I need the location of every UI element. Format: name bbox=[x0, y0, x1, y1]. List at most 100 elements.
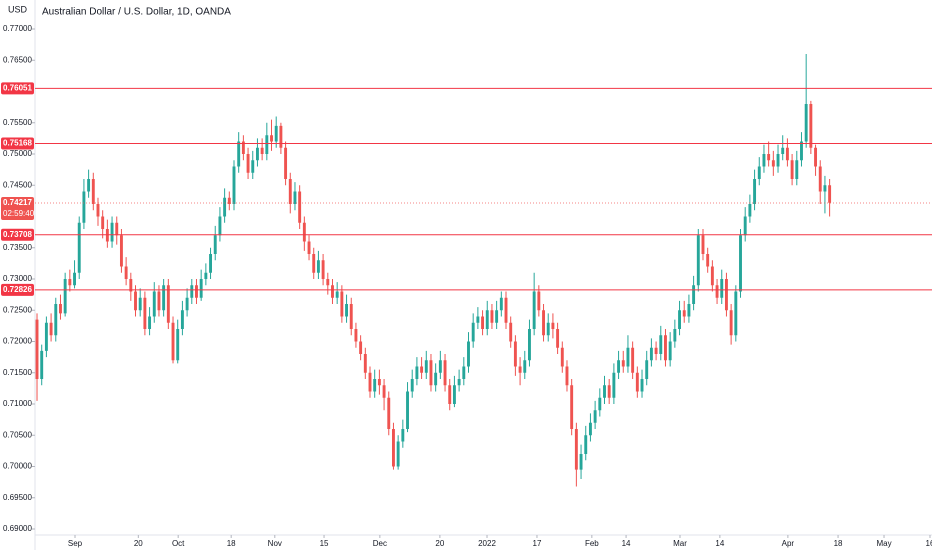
candle-body bbox=[326, 279, 330, 286]
candle-body bbox=[345, 304, 349, 317]
candle-body bbox=[504, 297, 508, 323]
candle-body bbox=[612, 372, 616, 398]
y-tick-label: 0.73000 bbox=[3, 274, 32, 283]
candle-body bbox=[448, 385, 452, 404]
candle-body bbox=[410, 379, 414, 392]
countdown-label: 02:59:40 bbox=[3, 209, 35, 218]
candle-body bbox=[218, 216, 222, 236]
candle-body bbox=[377, 379, 381, 386]
candle-body bbox=[528, 329, 531, 361]
y-tick-label: 0.72000 bbox=[3, 337, 32, 346]
candle-body bbox=[73, 272, 76, 286]
candle-body bbox=[654, 347, 658, 354]
candle-body bbox=[396, 441, 400, 467]
candle-body bbox=[696, 235, 700, 286]
candle-body bbox=[438, 360, 442, 373]
candle-body bbox=[781, 147, 785, 154]
y-tick-label: 0.71000 bbox=[3, 399, 32, 408]
candle-body bbox=[115, 222, 119, 236]
level-label: 0.73708 bbox=[3, 230, 32, 239]
x-tick-label: 16 bbox=[926, 539, 932, 548]
chart-title: Australian Dollar / U.S. Dollar, 1D, OAN… bbox=[42, 7, 231, 18]
y-tick-label: 0.74500 bbox=[3, 180, 32, 189]
candle-body bbox=[68, 279, 72, 286]
y-tick-label: 0.71500 bbox=[3, 368, 32, 377]
candle-body bbox=[701, 235, 705, 254]
candle-body bbox=[706, 254, 710, 267]
candle-body bbox=[593, 410, 597, 423]
x-tick-label: May bbox=[876, 539, 891, 548]
candle-body bbox=[77, 222, 81, 273]
candle-body bbox=[260, 147, 264, 154]
level-tag bbox=[1, 228, 34, 241]
candle-body bbox=[523, 360, 527, 373]
candle-body bbox=[35, 319, 39, 379]
candle-body bbox=[143, 297, 147, 329]
candle-body bbox=[649, 347, 653, 361]
candle-body bbox=[771, 160, 775, 167]
candle-body bbox=[767, 154, 771, 161]
candle-body bbox=[710, 266, 714, 286]
candle-body bbox=[720, 279, 724, 298]
candle-body bbox=[54, 304, 58, 336]
candle-body bbox=[804, 104, 808, 142]
candle-body bbox=[753, 179, 757, 204]
candle-body bbox=[368, 372, 372, 392]
candle-body bbox=[401, 429, 405, 442]
candle-body bbox=[537, 291, 541, 311]
x-tick-label: 18 bbox=[834, 539, 843, 548]
candle-body bbox=[668, 341, 672, 361]
candle-body bbox=[185, 297, 189, 311]
candle-body bbox=[729, 310, 733, 336]
candle-body bbox=[809, 104, 813, 148]
candle-body bbox=[631, 347, 635, 373]
candle-body bbox=[762, 154, 766, 167]
candle-body bbox=[640, 379, 644, 392]
candle-body bbox=[518, 366, 522, 373]
candle-body bbox=[87, 179, 91, 192]
candle-body bbox=[134, 291, 137, 311]
currency-label: USD bbox=[8, 4, 28, 14]
x-tick-label: 18 bbox=[227, 539, 236, 548]
candle-body bbox=[673, 329, 677, 342]
x-tick-label: Nov bbox=[268, 539, 282, 548]
candle-body bbox=[270, 135, 273, 142]
candle-body bbox=[363, 354, 367, 373]
candle-body bbox=[551, 322, 555, 329]
candle-body bbox=[382, 385, 386, 398]
candle-body bbox=[148, 316, 152, 329]
x-tick-label: 15 bbox=[320, 539, 329, 548]
candle-body bbox=[180, 310, 184, 329]
candle-body bbox=[63, 279, 67, 314]
candle-body bbox=[687, 304, 691, 317]
candle-body bbox=[678, 310, 681, 329]
y-tick-label: 0.70000 bbox=[3, 462, 32, 471]
x-tick-label: Dec bbox=[373, 539, 387, 548]
candle-body bbox=[171, 322, 175, 361]
candle-body bbox=[213, 235, 217, 254]
candle-body bbox=[288, 179, 292, 204]
candle-body bbox=[59, 304, 62, 314]
candle-body bbox=[739, 235, 742, 292]
candle-body bbox=[659, 335, 663, 354]
candle-body bbox=[157, 291, 161, 311]
candle-body bbox=[462, 366, 466, 379]
x-tick-label: Feb bbox=[585, 539, 599, 548]
candle-body bbox=[91, 179, 95, 204]
candle-body bbox=[542, 310, 545, 336]
candle-body bbox=[452, 385, 456, 404]
candle-body bbox=[354, 329, 358, 342]
candle-body bbox=[251, 160, 255, 173]
candle-body bbox=[692, 285, 696, 304]
candle-body bbox=[574, 429, 578, 470]
x-tick-label: 2022 bbox=[478, 539, 496, 548]
y-tick-label: 0.76500 bbox=[3, 55, 32, 64]
candle-body bbox=[776, 154, 780, 167]
candle-body bbox=[664, 335, 667, 361]
candle-body bbox=[359, 341, 363, 354]
candle-body bbox=[560, 347, 564, 367]
candle-body bbox=[176, 329, 180, 361]
candle-body bbox=[823, 185, 827, 192]
